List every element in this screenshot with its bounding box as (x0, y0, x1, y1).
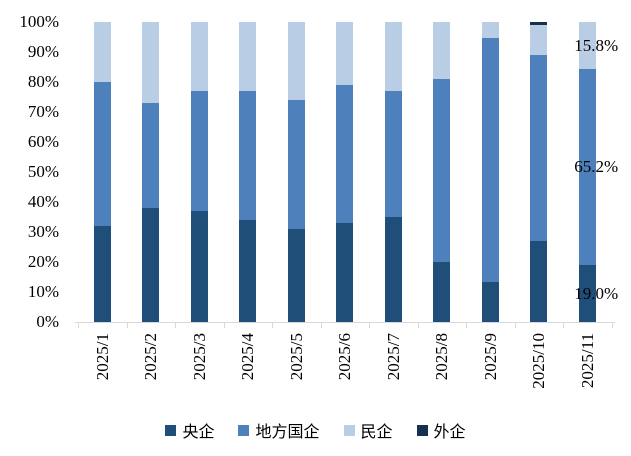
x-axis-tick-label: 2025/10 (529, 333, 549, 389)
bar-segment-央企-2025/9 (481, 281, 499, 322)
bar-segment-民企-2025/11 (578, 22, 596, 70)
bar-segment-地方国企-2025/1 (93, 82, 111, 226)
bar-segment-民企-2025/8 (433, 22, 451, 79)
y-axis-tick-label: 70% (27, 102, 59, 121)
bar-segment-地方国企-2025/7 (384, 91, 402, 217)
bar-segment-外企-2025/10 (530, 22, 548, 25)
legend-label: 央企 (182, 424, 215, 441)
x-axis-tick-label: 2025/1 (92, 333, 112, 381)
bar-segment-央企-2025/11 (578, 265, 596, 322)
x-axis-tick-label: 2025/2 (141, 333, 161, 381)
y-axis-tick-label: 0% (36, 312, 59, 331)
bar-segment-央企-2025/4 (239, 220, 257, 322)
x-axis-tick (175, 322, 176, 328)
legend-swatch-icon (343, 424, 355, 436)
x-axis-tick (563, 322, 564, 328)
legend-label: 外企 (433, 424, 466, 441)
y-axis-tick-label: 50% (27, 162, 59, 181)
x-axis-tick (272, 322, 273, 328)
bar-segment-地方国企-2025/8 (433, 79, 451, 262)
x-axis-tick (223, 322, 225, 328)
bar-segment-民企-2025/6 (336, 22, 354, 85)
bar-segment-央企-2025/5 (287, 229, 305, 322)
legend-item-央企: 央企 (165, 418, 214, 442)
y-axis-tick-label: 60% (27, 132, 59, 151)
x-axis-tick (417, 322, 419, 328)
bar-segment-民企-2025/3 (190, 22, 208, 91)
bar-segment-民企-2025/10 (530, 25, 548, 55)
legend-label: 地方国企 (255, 424, 320, 441)
bar-segment-地方国企-2025/10 (530, 55, 548, 241)
legend: 央企 地方国企 民企 外企 (0, 418, 631, 442)
bar-segment-民企-2025/1 (93, 22, 111, 82)
legend-label: 民企 (360, 424, 393, 441)
x-axis-tick (320, 322, 322, 328)
y-axis-tick-label: 90% (27, 42, 59, 61)
bar-segment-央企-2025/2 (142, 208, 160, 322)
y-axis-tick-label: 30% (27, 222, 59, 241)
y-axis-tick-label: 100% (19, 12, 59, 31)
bar-segment-民企-2025/2 (142, 22, 160, 103)
y-axis-tick-label: 80% (27, 72, 59, 91)
y-axis-tick-label: 10% (27, 282, 59, 301)
y-axis-tick-label: 20% (27, 252, 59, 271)
bar-segment-民企-2025/4 (239, 22, 257, 91)
bar-segment-民企-2025/5 (287, 22, 305, 100)
bar-segment-地方国企-2025/11 (578, 69, 596, 265)
x-axis-tick-label: 2025/7 (383, 333, 403, 381)
bar-segment-央企-2025/10 (530, 241, 548, 322)
x-axis-tick-label: 2025/4 (238, 333, 258, 381)
legend-swatch-icon (165, 424, 177, 436)
bar-segment-地方国企-2025/6 (336, 85, 354, 223)
bar-segment-地方国企-2025/2 (142, 103, 160, 208)
x-axis-tick-label: 2025/5 (286, 333, 306, 381)
bar-segment-地方国企-2025/9 (481, 38, 499, 282)
bar-segment-央企-2025/3 (190, 211, 208, 322)
bar-segment-地方国企-2025/4 (239, 91, 257, 220)
x-axis-tick (514, 322, 516, 328)
y-axis-tick-label: 40% (27, 192, 59, 211)
legend-swatch-icon (416, 424, 428, 436)
bar-segment-地方国企-2025/5 (287, 100, 305, 229)
x-axis-tick (78, 322, 79, 328)
x-axis-line (75, 322, 615, 323)
x-axis-tick-label: 2025/6 (335, 333, 355, 381)
annotation-民企: 15.8% (574, 35, 619, 55)
bar-segment-央企-2025/7 (384, 217, 402, 322)
bar-segment-央企-2025/8 (433, 262, 451, 322)
x-axis-tick (126, 322, 128, 328)
x-axis-tick (369, 322, 370, 328)
bar-segment-民企-2025/9 (481, 22, 499, 39)
x-axis-tick (611, 322, 613, 328)
bar-segment-地方国企-2025/3 (190, 91, 208, 211)
annotation-央企: 19.0% (574, 283, 619, 303)
annotation-地方国企: 65.2% (574, 157, 619, 177)
legend-item-外企: 外企 (416, 418, 466, 442)
legend-swatch-icon (238, 424, 250, 436)
x-axis-tick-label: 2025/9 (480, 333, 500, 381)
bar-segment-民企-2025/7 (384, 22, 402, 91)
x-axis-tick-label: 2025/3 (189, 333, 209, 381)
x-axis-tick-label: 2025/8 (432, 333, 452, 381)
legend-item-民企: 民企 (343, 418, 393, 442)
bar-segment-央企-2025/6 (336, 223, 354, 322)
legend-item-地方国企: 地方国企 (238, 418, 320, 442)
x-axis-tick (466, 322, 467, 328)
bar-segment-央企-2025/1 (93, 226, 111, 322)
x-axis-tick-label: 2025/11 (577, 333, 597, 389)
